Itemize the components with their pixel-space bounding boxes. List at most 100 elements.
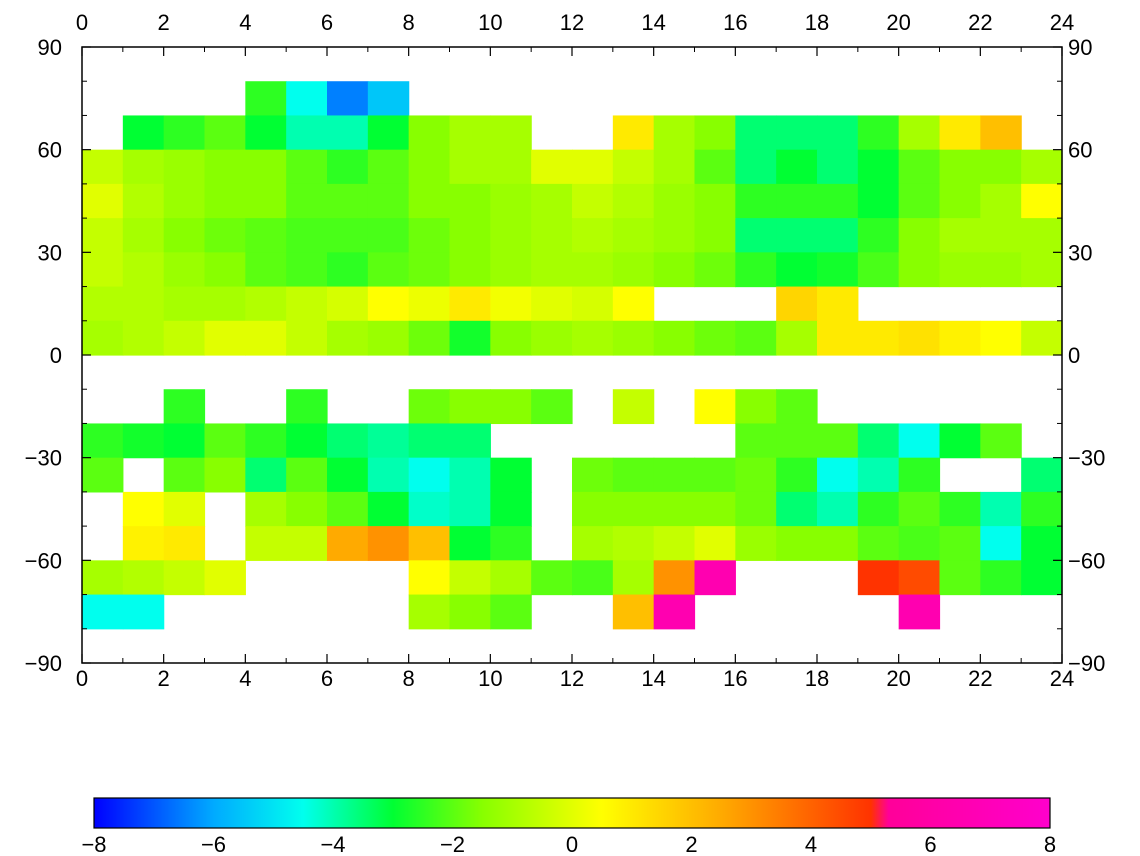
heatmap-cell	[653, 320, 696, 356]
heatmap-cell	[82, 560, 124, 596]
heatmap-cell	[245, 526, 287, 561]
heatmap-cell	[327, 218, 369, 253]
heatmap-cell	[1021, 526, 1063, 561]
colorbar-tick-label: 4	[805, 832, 817, 856]
x-tick-label-bottom: 20	[886, 666, 910, 691]
heatmap-cell	[898, 183, 941, 219]
heatmap-cell	[980, 491, 1022, 527]
heatmap-cell	[449, 252, 491, 288]
heatmap-cell	[245, 286, 287, 322]
heatmap-cell	[612, 491, 655, 527]
heatmap-cell	[490, 252, 532, 288]
heatmap-cell	[122, 218, 165, 253]
heatmap-cell	[857, 560, 900, 596]
heatmap-cell	[653, 218, 696, 253]
heatmap-cell	[735, 320, 777, 356]
y-tick-label-left: 30	[38, 240, 62, 265]
x-tick-label-top: 8	[403, 10, 415, 35]
heatmap-cell	[1021, 183, 1063, 219]
heatmap-cell	[408, 286, 451, 322]
heatmap-cell	[817, 286, 859, 322]
heatmap-cell	[327, 81, 369, 117]
x-tick-label-top: 10	[478, 10, 502, 35]
heatmap-cell	[612, 286, 655, 322]
heatmap-cell	[612, 115, 655, 151]
heatmap-cell	[245, 149, 287, 185]
heatmap-cell	[1021, 218, 1063, 253]
heatmap-cell	[327, 320, 369, 356]
heatmap-cell	[204, 320, 246, 356]
heatmap-cell	[694, 320, 736, 356]
heatmap-cell	[531, 252, 573, 288]
heatmap-cells	[82, 81, 1063, 630]
x-tick-label-bottom: 14	[641, 666, 665, 691]
heatmap-cell	[408, 149, 451, 185]
heatmap-cell	[490, 594, 532, 630]
heatmap-cell	[367, 183, 410, 219]
heatmap-cell	[408, 457, 451, 493]
y-tick-label-left: 60	[38, 138, 62, 163]
heatmap-cell	[245, 457, 287, 493]
heatmap-cell	[612, 389, 655, 425]
heatmap-cell	[653, 252, 696, 288]
heatmap-cell	[449, 389, 491, 425]
heatmap-cell	[980, 560, 1022, 596]
heatmap-cell	[653, 457, 696, 493]
heatmap-cell	[204, 286, 246, 322]
heatmap-cell	[245, 423, 287, 459]
heatmap-cell	[735, 389, 777, 425]
heatmap-cell	[204, 115, 246, 151]
x-tick-label-top: 22	[968, 10, 992, 35]
heatmap-cell	[122, 526, 165, 561]
heatmap-cell	[898, 218, 941, 253]
y-tick-label-right: 90	[1068, 35, 1092, 60]
heatmap-cell	[408, 560, 451, 596]
y-tick-label-left: −90	[25, 651, 62, 676]
heatmap-cell	[490, 115, 532, 151]
heatmap-cell	[939, 423, 981, 459]
y-tick-label-left: −60	[25, 548, 62, 573]
heatmap-cell	[286, 183, 328, 219]
heatmap-cell	[408, 218, 451, 253]
heatmap-cell	[572, 320, 614, 356]
heatmap-cell	[204, 149, 246, 185]
heatmap-cell	[1021, 252, 1063, 288]
heatmap-cell	[694, 526, 736, 561]
heatmap-cell	[449, 423, 491, 459]
heatmap-cell	[1021, 149, 1063, 185]
y-tick-label-right: −60	[1068, 548, 1105, 573]
heatmap-cell	[735, 149, 777, 185]
heatmap-cell	[163, 115, 206, 151]
heatmap-cell	[612, 526, 655, 561]
heatmap-cell	[531, 183, 573, 219]
heatmap-cell	[286, 320, 328, 356]
heatmap-cell	[980, 218, 1022, 253]
heatmap-cell	[857, 526, 900, 561]
heatmap-cell	[939, 491, 981, 527]
heatmap-cell	[572, 560, 614, 596]
heatmap-cell	[939, 526, 981, 561]
heatmap-cell	[694, 457, 736, 493]
x-tick-label-bottom: 6	[321, 666, 333, 691]
heatmap-cell	[408, 115, 451, 151]
colorbar-tick-label: −2	[440, 832, 465, 856]
heatmap-cell	[408, 491, 451, 527]
heatmap-cell	[286, 491, 328, 527]
heatmap-cell	[163, 286, 206, 322]
y-tick-label-right: 30	[1068, 240, 1092, 265]
colorbar-labels: −8 −6 −4 −2 0 2 4 6 8	[81, 832, 1056, 856]
heatmap-cell	[286, 81, 328, 117]
heatmap-cell	[776, 286, 818, 322]
x-tick-label-top: 6	[321, 10, 333, 35]
heatmap-cell	[735, 115, 777, 151]
heatmap-cell	[817, 252, 859, 288]
heatmap-cell	[653, 491, 696, 527]
heatmap-cell	[735, 252, 777, 288]
heatmap-cell	[776, 320, 818, 356]
heatmap-cell	[776, 526, 818, 561]
heatmap-cell	[980, 526, 1022, 561]
heatmap-cell	[980, 115, 1022, 151]
heatmap-cell	[122, 594, 165, 630]
heatmap-cell	[204, 457, 246, 493]
